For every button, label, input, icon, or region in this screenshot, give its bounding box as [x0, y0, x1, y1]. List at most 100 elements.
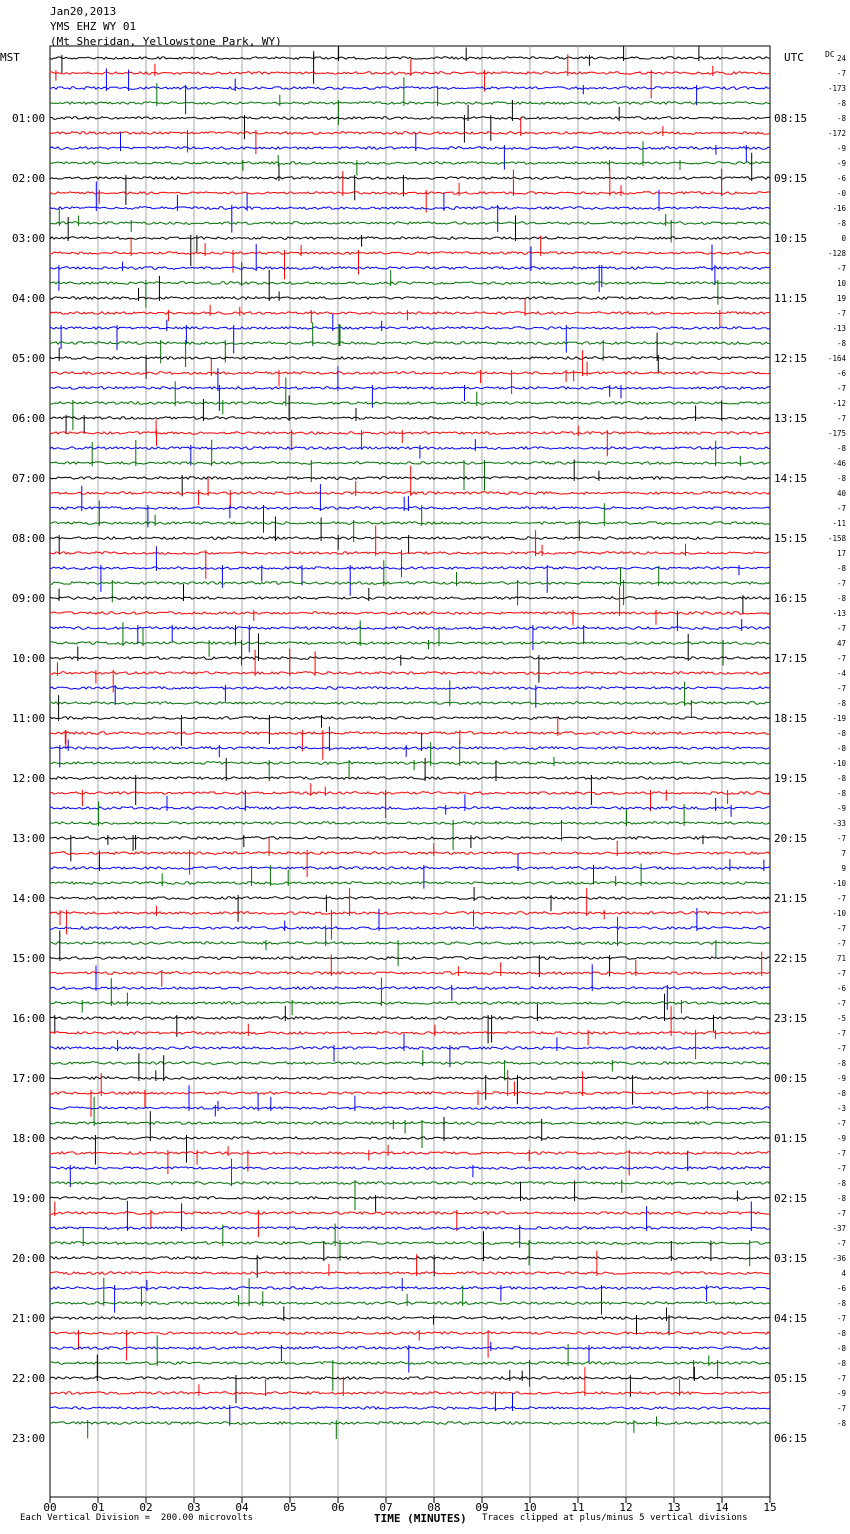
dc-offset-label: -8 [837, 99, 847, 108]
seismic-trace [49, 535, 771, 541]
dc-offset-label: -6 [837, 174, 847, 183]
dc-offset-label: -8 [837, 1419, 847, 1428]
seismic-trace [49, 940, 771, 945]
dc-offset-label: -7 [837, 384, 846, 393]
seismic-trace [49, 56, 771, 61]
seismic-trace [49, 175, 771, 181]
right-timezone-label: UTC [784, 51, 804, 64]
left-hour-label: 05:00 [12, 352, 45, 365]
right-hour-label: 20:15 [774, 832, 807, 845]
right-hour-label: 02:15 [774, 1192, 807, 1205]
seismic-trace [49, 160, 771, 165]
x-tick-label: 09 [475, 1501, 488, 1514]
dc-offset-label: -8 [837, 729, 847, 738]
seismic-trace [49, 520, 771, 526]
dc-offset-label: -8 [837, 564, 847, 573]
x-tick-label: 01 [91, 1501, 104, 1514]
left-hour-label: 12:00 [12, 772, 45, 785]
seismic-trace [49, 251, 771, 256]
seismic-trace [49, 1120, 771, 1126]
dc-offset-label: -7 [837, 1119, 846, 1128]
seismic-trace [49, 925, 771, 931]
left-hour-label: 02:00 [12, 172, 45, 185]
left-hour-label: 17:00 [12, 1072, 45, 1085]
x-tick-label: 06 [331, 1501, 344, 1514]
right-hour-label: 12:15 [774, 352, 807, 365]
seismic-trace [49, 611, 771, 615]
seismic-trace [49, 1166, 771, 1170]
dc-offset-label: -9 [837, 159, 846, 168]
dc-offset-label: -7 [837, 624, 846, 633]
seismic-trace [49, 386, 771, 390]
right-hour-label: 19:15 [774, 772, 807, 785]
seismic-trace [49, 655, 771, 660]
dc-offset-label: -7 [837, 414, 846, 423]
dc-offset-label: -7 [837, 264, 846, 273]
left-hour-label: 08:00 [12, 532, 45, 545]
dc-offset-label: -8 [837, 594, 847, 603]
dc-offset-label: -8 [837, 1059, 847, 1068]
dc-offset-label: 7 [841, 849, 846, 858]
seismic-trace [49, 671, 771, 675]
right-hour-label: 03:15 [774, 1252, 807, 1265]
dc-offset-label: -8 [837, 114, 847, 123]
dc-offset-label: -4 [837, 669, 847, 678]
seismic-trace [49, 895, 771, 900]
seismic-trace [49, 190, 771, 196]
dc-offset-label: -173 [828, 84, 846, 93]
seismic-trace [49, 731, 771, 736]
seismic-trace [49, 475, 771, 481]
dc-offset-label: -7 [837, 1374, 846, 1383]
seismic-trace [49, 341, 771, 345]
right-hour-label: 08:15 [774, 112, 807, 125]
left-hour-label: 15:00 [12, 952, 45, 965]
seismic-trace [49, 776, 771, 780]
x-tick-label: 14 [715, 1501, 729, 1514]
x-tick-label: 13 [667, 1501, 680, 1514]
dc-offset-label: -9 [837, 804, 846, 813]
dc-offset-label: -7 [837, 1164, 846, 1173]
dc-offset-label: -10 [832, 759, 846, 768]
dc-offset-label: -7 [837, 834, 846, 843]
dc-offset-label: -7 [837, 1149, 846, 1158]
right-hour-label: 05:15 [774, 1372, 807, 1385]
seismic-trace [49, 1210, 771, 1216]
dc-offset-label: -37 [832, 1224, 846, 1233]
chart-location: (Mt Sheridan, Yellowstone Park, WY) [50, 35, 282, 48]
dc-offset-label: -3 [837, 1104, 846, 1113]
seismic-trace [49, 1015, 770, 1021]
seismic-trace [49, 581, 771, 585]
dc-offset-label: -10 [832, 909, 846, 918]
seismic-trace [49, 1406, 771, 1410]
right-hour-label: 18:15 [774, 712, 807, 725]
left-hour-label: 04:00 [12, 292, 45, 305]
seismic-trace [49, 266, 771, 270]
seismic-trace [49, 880, 771, 886]
right-hour-label: 14:15 [774, 472, 807, 485]
right-hour-label: 13:15 [774, 412, 807, 425]
dc-offset-label: -11 [832, 519, 846, 528]
seismic-trace [49, 1300, 771, 1306]
seismic-trace [49, 1286, 771, 1290]
right-hour-label: 21:15 [774, 892, 807, 905]
x-tick-label: 08 [427, 1501, 440, 1514]
dc-offset-label: 9 [841, 864, 846, 873]
seismic-trace [49, 565, 771, 570]
seismic-trace [49, 1361, 771, 1365]
x-tick-label: 02 [139, 1501, 152, 1514]
dc-offset-label: -13 [832, 324, 846, 333]
seismic-trace [49, 70, 771, 75]
seismic-trace [49, 911, 771, 916]
seismic-trace [49, 401, 771, 405]
seismic-trace [49, 1090, 771, 1096]
seismic-trace [49, 746, 771, 751]
dc-offset-label: -7 [837, 1239, 846, 1248]
seismic-trace [49, 821, 771, 825]
left-hour-label: 13:00 [12, 832, 45, 845]
dc-offset-label: -7 [837, 654, 846, 663]
dc-offset-label: -8 [837, 1329, 847, 1338]
dc-offset-label: -9 [837, 144, 846, 153]
dc-offset-label: -46 [832, 459, 846, 468]
dc-offset-label: 10 [837, 279, 847, 288]
